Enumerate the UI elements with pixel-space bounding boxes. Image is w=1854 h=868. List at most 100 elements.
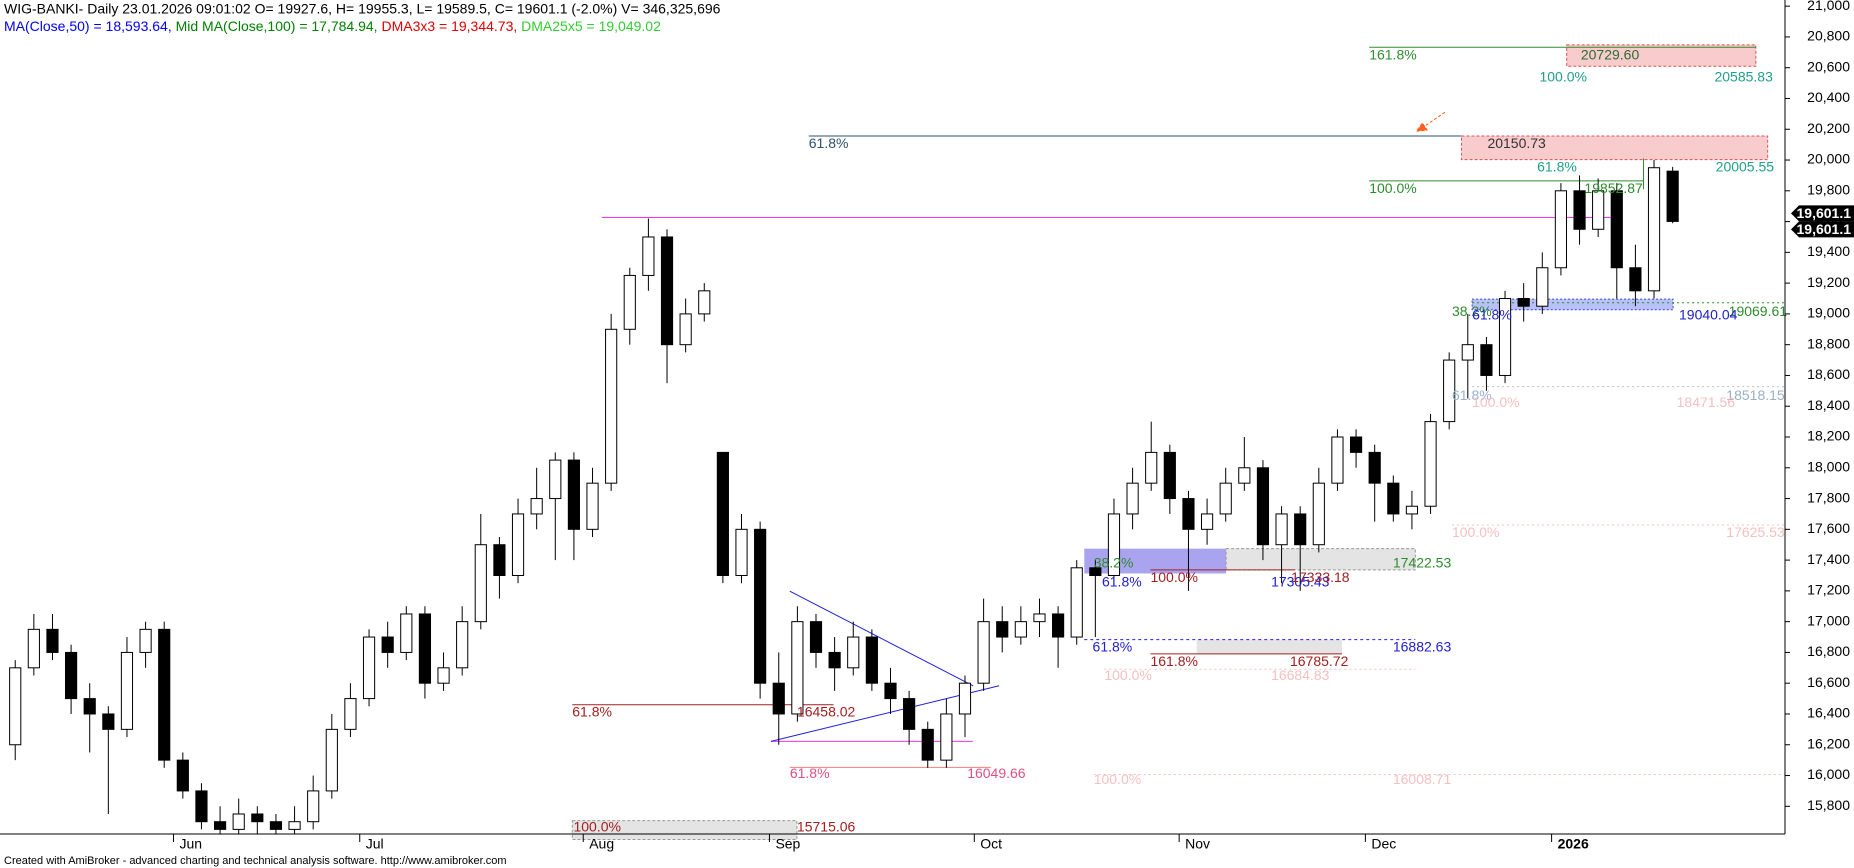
y-tick-label: 20,400 xyxy=(1807,89,1850,105)
annotation: 16458.02 xyxy=(797,704,856,720)
annotation: 18471.56 xyxy=(1677,394,1736,410)
candle-body xyxy=(1592,190,1605,230)
candle-body xyxy=(865,636,878,684)
candle-body xyxy=(847,636,860,669)
candle-body xyxy=(623,274,636,330)
annotation: 61.8% xyxy=(1472,306,1512,322)
candle-body xyxy=(1070,567,1083,638)
candle-body xyxy=(362,636,376,700)
y-tick-label: 17,000 xyxy=(1807,612,1850,628)
indicator-legend: MA(Close,50) = 18,593.64, Mid MA(Close,1… xyxy=(4,18,661,34)
candle-body xyxy=(1163,451,1176,500)
candle-body xyxy=(474,544,487,623)
footer: Created with AmiBroker - advanced charti… xyxy=(4,855,507,867)
candle-body xyxy=(1107,513,1121,576)
zone xyxy=(1196,639,1343,654)
candle-body xyxy=(344,698,357,730)
y-tick-label: 18,800 xyxy=(1807,335,1850,351)
candle-body xyxy=(679,313,692,346)
annotation: 100.0% xyxy=(1369,180,1416,196)
y-tick-label: 20,800 xyxy=(1807,28,1850,44)
candle-body xyxy=(232,813,245,830)
drawing-tools xyxy=(571,44,1786,841)
indicator: DMA3x3 = 19,344.73, xyxy=(381,18,521,34)
candle-body xyxy=(1405,505,1419,515)
annotation: 16785.72 xyxy=(1290,653,1349,669)
candle-body xyxy=(381,636,394,653)
y-tick-label: 16,800 xyxy=(1807,643,1850,659)
annotation: 100.0% xyxy=(1104,667,1151,683)
candle-body xyxy=(102,713,115,730)
annotation: 161.8% xyxy=(1150,653,1197,669)
candle-body xyxy=(1219,482,1232,515)
annotation: 61.8% xyxy=(1102,574,1142,590)
indicator: DMA25x5 = 19,049.02 xyxy=(521,18,661,34)
candle-body xyxy=(828,651,841,669)
candle-body xyxy=(716,451,729,576)
annotation: 17305.43 xyxy=(1271,574,1330,590)
y-tick-label: 15,800 xyxy=(1807,797,1850,813)
candle-body xyxy=(1089,567,1102,576)
y-tick-label: 18,400 xyxy=(1807,397,1850,413)
annotation: 20729.60 xyxy=(1581,46,1640,62)
candle-body xyxy=(1387,482,1400,515)
candle-body xyxy=(1368,451,1381,484)
y-tick-label: 20,200 xyxy=(1807,120,1850,136)
candle-body xyxy=(1629,267,1642,292)
annotation: 17422.53 xyxy=(1393,555,1452,571)
x-tick-label: Aug xyxy=(589,836,614,852)
y-tick-label: 19,000 xyxy=(1807,305,1850,321)
annotation: 16882.63 xyxy=(1393,639,1452,655)
candle-body xyxy=(1536,267,1549,307)
candle-body xyxy=(1256,467,1270,546)
arrow xyxy=(1415,111,1446,132)
annotation: 16684.83 xyxy=(1271,667,1330,683)
y-tick-label: 17,600 xyxy=(1807,520,1850,536)
candle-body xyxy=(418,613,432,684)
y-tick-label: 18,000 xyxy=(1807,458,1850,474)
candle-body xyxy=(1200,513,1214,530)
candles xyxy=(9,160,1679,834)
candle-body xyxy=(903,698,916,730)
candle-body xyxy=(921,728,934,761)
candle-body xyxy=(698,290,711,315)
y-tick-label: 16,600 xyxy=(1807,674,1850,690)
candle-body xyxy=(549,459,562,500)
zone xyxy=(571,820,798,841)
candle-body xyxy=(400,613,413,653)
candle-body xyxy=(754,528,767,684)
candle-body xyxy=(1424,421,1437,507)
candle-body xyxy=(1294,513,1307,546)
candle-body xyxy=(1498,298,1512,376)
candle-body xyxy=(307,790,320,823)
candle-body xyxy=(176,759,189,792)
y-tick-label: 18,600 xyxy=(1807,366,1850,382)
annotation: 38.2% xyxy=(1452,303,1492,319)
candle-body xyxy=(530,498,543,515)
annotation: 38.2% xyxy=(1094,555,1134,571)
x-tick-label: Jun xyxy=(180,836,203,852)
candle-body xyxy=(958,682,972,715)
candle-body xyxy=(288,821,301,830)
candle-body xyxy=(735,528,748,576)
y-tick-label: 17,800 xyxy=(1807,489,1850,505)
candle-body xyxy=(1052,613,1065,638)
candle-body xyxy=(1275,513,1288,546)
indicator: Mid MA(Close,100) = 17,784.94, xyxy=(176,18,382,34)
zone xyxy=(1460,135,1769,161)
candle-body xyxy=(1480,344,1493,376)
x-tick-label: Jul xyxy=(366,836,384,852)
annotation: 19852.87 xyxy=(1584,180,1643,196)
header-title: WIG-BANKI- Daily 23.01.2026 09:01:02 O= … xyxy=(4,1,721,17)
candle-body xyxy=(83,698,96,715)
candle-body xyxy=(586,482,599,530)
candle-body xyxy=(977,621,990,684)
annotation: 19040.04 xyxy=(1679,306,1738,322)
annotation: 100.0% xyxy=(1539,69,1586,85)
annotation: 61.8% xyxy=(572,704,612,720)
candle-body xyxy=(1349,436,1363,453)
annotation: 18518.15 xyxy=(1726,387,1785,403)
candle-body xyxy=(605,328,618,484)
price-tag xyxy=(1791,205,1854,222)
x-tick-label: Oct xyxy=(980,836,1002,852)
